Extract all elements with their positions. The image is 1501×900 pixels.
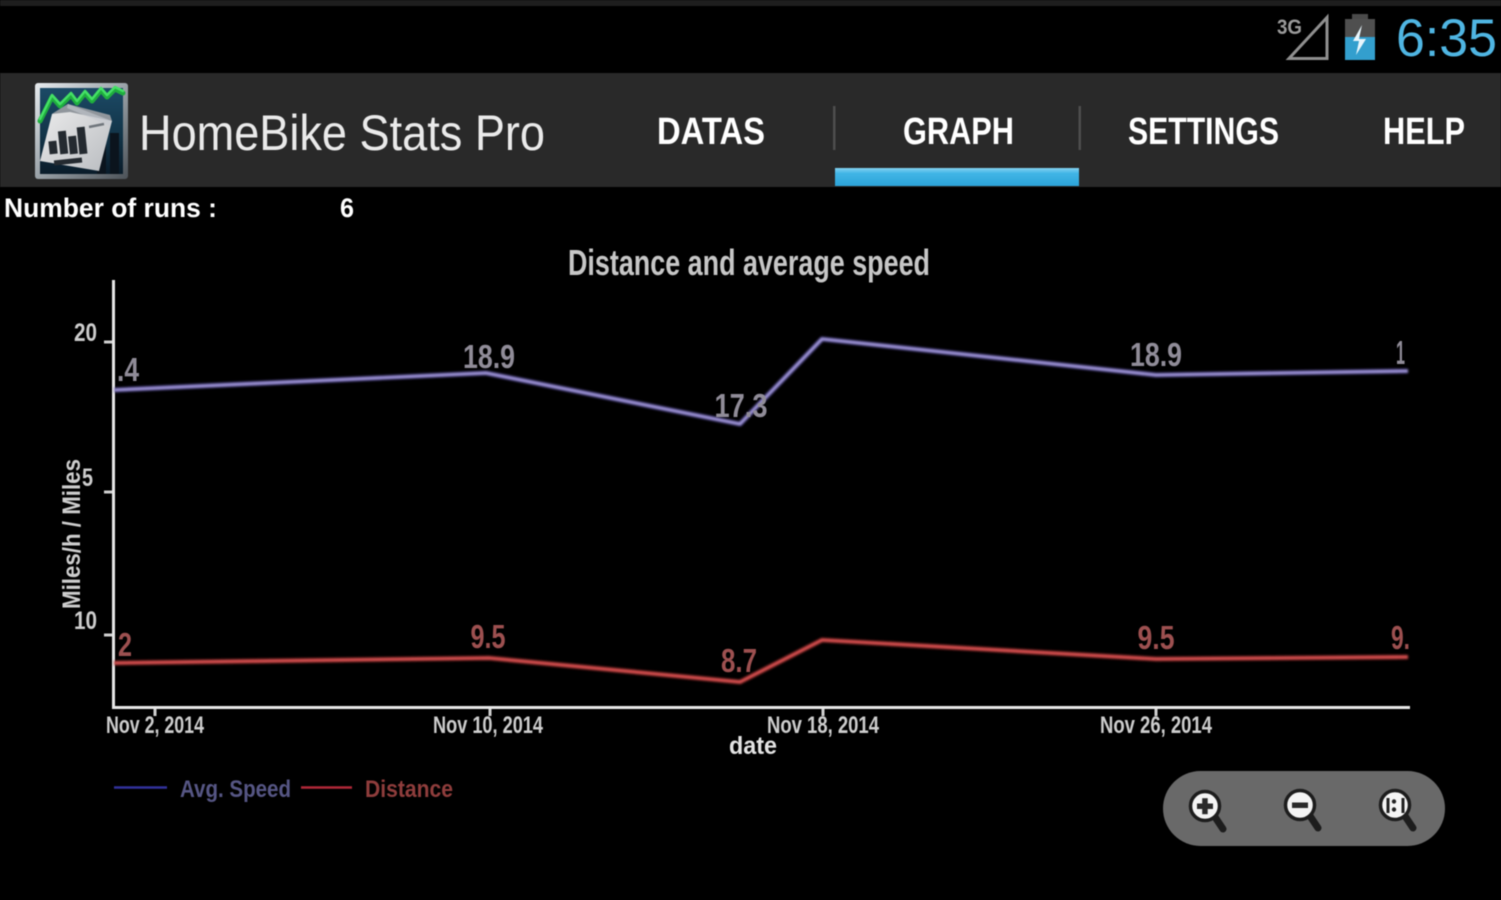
- svg-text:Nov 10, 2014: Nov 10, 2014: [433, 712, 543, 739]
- svg-text:DATAS: DATAS: [657, 111, 765, 153]
- svg-text:Number of runs :: Number of runs :: [4, 193, 217, 223]
- svg-text:9.5: 9.5: [471, 618, 506, 655]
- svg-text:10: 10: [74, 607, 97, 635]
- svg-text:Distance: Distance: [365, 776, 453, 803]
- svg-text:HELP: HELP: [1383, 111, 1465, 153]
- svg-text:Distance and average speed: Distance and average speed: [568, 242, 930, 283]
- svg-text:Nov 18, 2014: Nov 18, 2014: [767, 712, 879, 739]
- svg-text:3G: 3G: [1277, 16, 1302, 39]
- svg-text:date: date: [729, 732, 777, 760]
- svg-text:2: 2: [118, 626, 132, 663]
- svg-text:Miles/h / Miles: Miles/h / Miles: [58, 459, 86, 609]
- svg-text:5: 5: [82, 464, 93, 492]
- svg-text:9.: 9.: [1391, 619, 1410, 656]
- svg-text:9.5: 9.5: [1138, 619, 1175, 656]
- svg-text:6:35: 6:35: [1396, 9, 1497, 68]
- svg-text:17.3: 17.3: [715, 387, 768, 424]
- svg-text:.4: .4: [117, 351, 140, 388]
- svg-text:18.9: 18.9: [1130, 336, 1182, 373]
- svg-text:1: 1: [1396, 334, 1405, 371]
- svg-text:6: 6: [340, 193, 354, 223]
- svg-text:20: 20: [74, 319, 97, 347]
- svg-text:SETTINGS: SETTINGS: [1128, 111, 1279, 153]
- svg-text:Nov 2, 2014: Nov 2, 2014: [106, 712, 204, 739]
- svg-text:8.7: 8.7: [721, 642, 757, 679]
- svg-text:Avg. Speed: Avg. Speed: [180, 776, 291, 803]
- svg-text:18.9: 18.9: [463, 338, 515, 375]
- svg-text:Nov 26, 2014: Nov 26, 2014: [1100, 712, 1212, 739]
- svg-text:GRAPH: GRAPH: [903, 111, 1014, 153]
- svg-text:HomeBike Stats Pro: HomeBike Stats Pro: [139, 105, 545, 161]
